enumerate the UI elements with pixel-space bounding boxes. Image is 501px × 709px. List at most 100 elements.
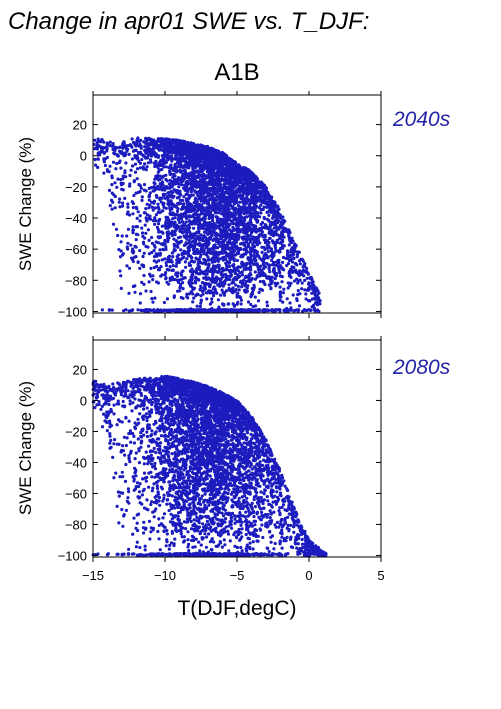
scatter-point — [241, 191, 245, 195]
scatter-point — [119, 249, 123, 253]
scatter-point — [265, 210, 269, 214]
scatter-point — [184, 241, 188, 245]
scatter-point — [279, 216, 283, 220]
scatter-point — [167, 282, 171, 286]
scatter-point — [169, 150, 173, 154]
scatter-point — [118, 197, 122, 201]
scatter-point — [134, 205, 138, 209]
scatter-point — [121, 188, 125, 192]
scatter-point — [176, 138, 180, 142]
scatter-point — [161, 192, 165, 196]
scatter-point — [240, 260, 244, 264]
scatter-point — [307, 281, 311, 285]
scatter-point — [222, 255, 226, 259]
scatter-point — [281, 226, 286, 230]
scatter-point — [199, 167, 203, 171]
scatter-point — [164, 245, 168, 249]
scatter-point — [212, 292, 216, 296]
scatter-point — [269, 278, 273, 282]
scatter-point — [115, 161, 119, 166]
scatter-point — [152, 266, 156, 270]
scatter-point — [121, 146, 125, 150]
scatter-point — [235, 210, 239, 214]
scatter-point — [140, 198, 144, 202]
scatter-point — [138, 190, 142, 194]
scatter-point — [137, 183, 141, 187]
scatter-point — [202, 172, 206, 177]
scatter-point — [197, 238, 201, 242]
scatter-point — [214, 231, 218, 235]
scatter-point — [178, 235, 182, 239]
scatter-point — [172, 237, 176, 241]
scatter-point — [239, 167, 243, 171]
scatter-point — [315, 303, 320, 307]
scatter-point — [124, 175, 128, 179]
scatter-point — [143, 162, 147, 166]
scatter-point — [238, 208, 242, 212]
scatter-point — [195, 304, 199, 308]
scatter-point — [150, 205, 154, 209]
scatter-point — [142, 273, 146, 278]
scatter-point — [198, 272, 202, 276]
scatter-point — [244, 274, 248, 278]
scatter-point — [132, 193, 136, 198]
scatter-point — [122, 140, 126, 144]
scatter-point — [164, 247, 168, 251]
scatter-point — [247, 245, 251, 249]
scatter-point — [281, 260, 285, 264]
scatter-point — [315, 308, 319, 312]
scatter-point — [296, 293, 300, 297]
scatter-point — [249, 221, 253, 225]
scatter-point — [232, 186, 236, 190]
figure-title: Change in apr01 SWE vs. T_DJF: — [8, 8, 369, 35]
scatter-point — [193, 170, 197, 174]
scatter-point — [106, 141, 110, 145]
scatter-point — [111, 222, 116, 226]
scatter-point — [179, 308, 183, 312]
scatter-point — [253, 270, 257, 274]
scatter-point — [200, 237, 204, 241]
scatter-point — [258, 274, 262, 278]
scatter-point — [260, 250, 264, 254]
scatter-point — [289, 275, 293, 279]
scatter-point — [150, 250, 154, 255]
scatter-point — [228, 256, 232, 260]
scatter-point — [248, 272, 252, 276]
scatter-point — [160, 196, 164, 200]
scatter-point — [172, 149, 176, 153]
scatter-point — [110, 174, 114, 178]
scatter-point — [166, 255, 170, 259]
scatter-point — [126, 227, 130, 231]
scatter-point — [244, 246, 248, 250]
scatter-point — [252, 244, 257, 249]
scatter-point — [145, 165, 149, 169]
scatter-point — [118, 159, 122, 163]
scatter-point — [172, 249, 176, 253]
scatter-point — [244, 263, 248, 267]
scatter-point — [211, 189, 215, 193]
scatter-point — [184, 265, 188, 269]
scatter-point — [156, 155, 160, 159]
scatter-point — [192, 226, 196, 230]
scatter-point — [164, 206, 168, 210]
scatter-point — [156, 227, 160, 231]
scatter-point — [269, 281, 273, 285]
scatter-point — [210, 213, 215, 217]
scatter-point — [138, 292, 143, 296]
scatter-point — [265, 304, 269, 308]
scatter-point — [185, 257, 189, 261]
scatter-point — [182, 195, 186, 199]
scatter-point — [199, 191, 203, 195]
scatter-point — [140, 280, 144, 284]
scatter-point — [183, 276, 187, 280]
scatter-point — [171, 195, 175, 199]
scatter-point — [181, 296, 185, 300]
scatter-point — [287, 243, 291, 247]
scatter-point — [131, 206, 135, 210]
scatter-point — [179, 161, 183, 165]
scatter-point — [201, 153, 206, 157]
scatter-point — [219, 217, 223, 221]
scatter-point — [179, 165, 183, 169]
scatter-point — [277, 308, 281, 312]
scatter-point — [142, 183, 147, 187]
